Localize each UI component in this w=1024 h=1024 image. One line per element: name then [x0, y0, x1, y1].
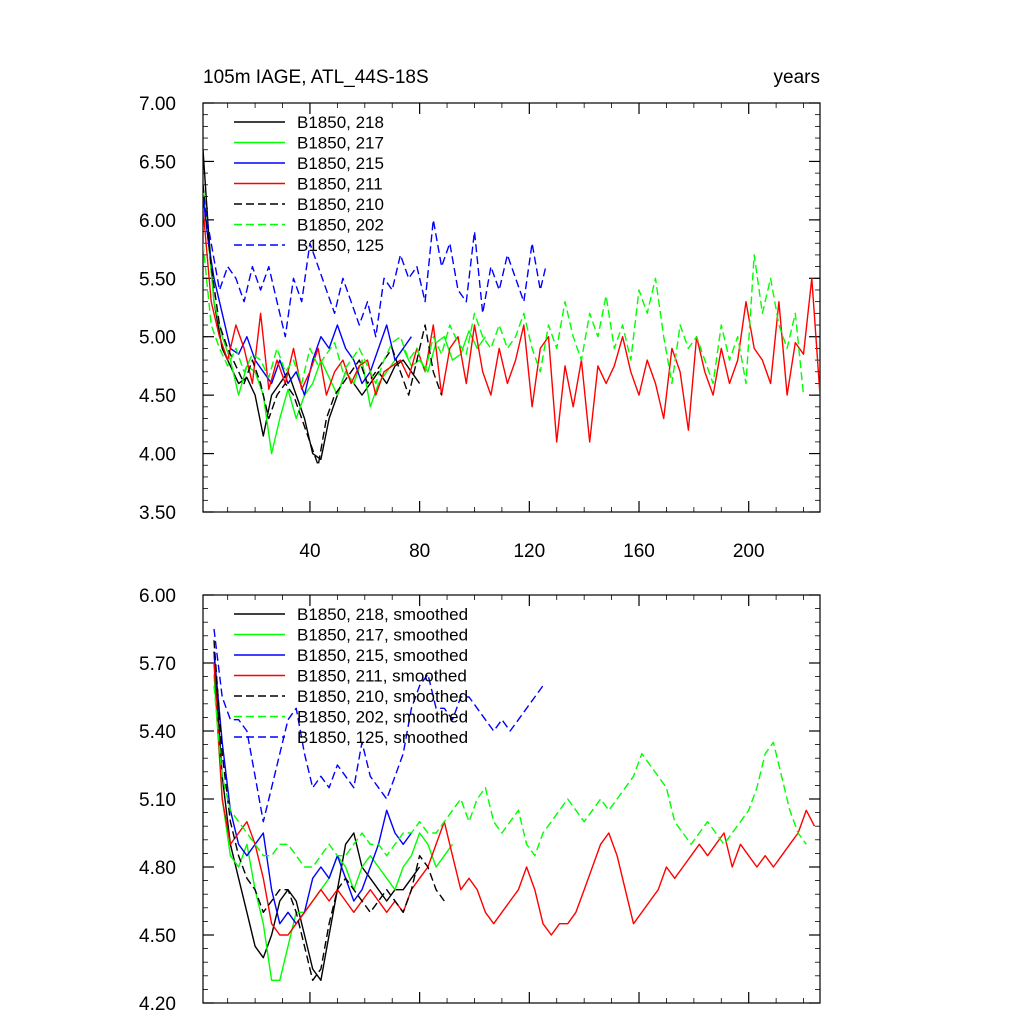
y-tick-label: 3.50 — [139, 503, 176, 524]
x-tick-label: 200 — [733, 541, 765, 562]
y-tick-label: 4.50 — [139, 386, 176, 407]
legend-label: B1850, 202, smoothed — [297, 708, 468, 727]
bottom-chart-panel: 4.20 4.50 4.80 5.10 5.40 5.70 6.00 B1850, 218, … — [139, 586, 821, 1015]
legend: B1850, 218, smoothed B1850, 217, smoothed… — [234, 605, 468, 747]
y-tick-label: 5.50 — [139, 269, 176, 290]
y-tick-label: 6.00 — [139, 211, 176, 232]
y-tick-label: 5.00 — [139, 328, 176, 349]
top-chart-panel: 105m IAGE, ATL_44S-18S years 40 80 120 160 2… — [139, 67, 821, 562]
legend-label: B1850, 202 — [297, 216, 384, 235]
legend-label: B1850, 218, smoothed — [297, 605, 468, 624]
legend-label: B1850, 210, smoothed — [297, 687, 468, 706]
series-line — [213, 685, 807, 868]
legend-label: B1850, 215 — [297, 154, 384, 173]
legend-label: B1850, 125 — [297, 236, 384, 255]
series-group — [213, 628, 816, 981]
y-tick-label: 4.20 — [139, 994, 176, 1015]
plot-frame — [202, 102, 821, 513]
series-line — [203, 243, 805, 396]
y-tick-label: 6.00 — [139, 586, 176, 607]
legend-label: B1850, 217 — [297, 134, 384, 153]
series-line — [213, 651, 421, 981]
series-line — [213, 628, 544, 823]
y-tick-label: 6.50 — [139, 152, 176, 173]
y-tick-label: 5.40 — [139, 722, 176, 743]
legend-label: B1850, 210 — [297, 195, 384, 214]
y-tick-label: 7.00 — [139, 94, 176, 115]
chart-title: 105m IAGE, ATL_44S-18S — [203, 67, 429, 88]
y-tick-label: 5.70 — [139, 654, 176, 675]
x-tick-label: 80 — [409, 541, 430, 562]
series-group — [203, 149, 820, 466]
plot-frame — [202, 594, 821, 1004]
series-line — [203, 208, 820, 443]
legend-label: B1850, 218 — [297, 113, 384, 132]
y-tick-label: 4.50 — [139, 926, 176, 947]
y-tick-label: 4.80 — [139, 858, 176, 879]
legend-label: B1850, 217, smoothed — [297, 626, 468, 645]
series-line — [203, 184, 486, 455]
x-tick-label: 40 — [299, 541, 320, 562]
series-line — [213, 640, 445, 981]
series-line — [203, 196, 412, 396]
series-line — [213, 662, 816, 936]
y-tick-label: 4.00 — [139, 445, 176, 466]
minor-ticks — [203, 103, 820, 512]
legend-label: B1850, 211 — [297, 175, 383, 194]
legend-label: B1850, 211, smoothed — [297, 667, 467, 686]
x-tick-label: 120 — [513, 541, 545, 562]
series-line — [203, 196, 547, 338]
chart-title-right: years — [774, 67, 820, 88]
minor-ticks — [203, 595, 820, 1003]
series-line — [203, 184, 443, 466]
x-tick-label: 160 — [623, 541, 655, 562]
legend-label: B1850, 215, smoothed — [297, 646, 468, 665]
legend-label: B1850, 125, smoothed — [297, 728, 468, 747]
y-tick-label: 5.10 — [139, 790, 176, 811]
